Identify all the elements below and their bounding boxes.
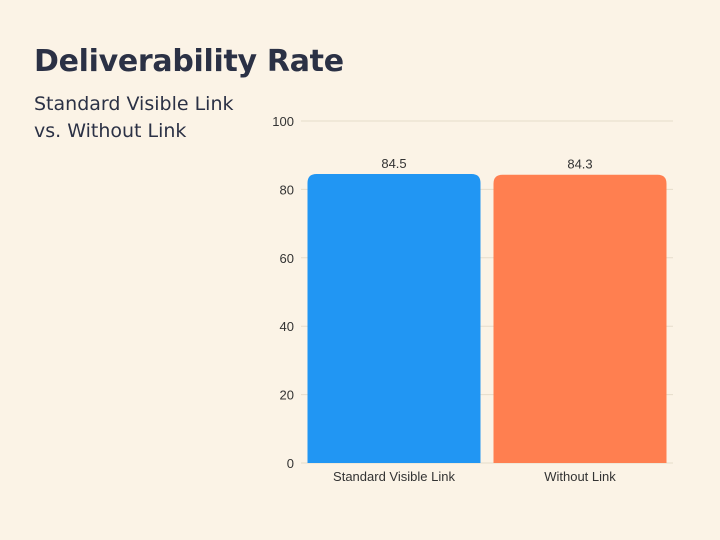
y-tick-label-100: 100 — [272, 114, 294, 129]
value-label-2: 84.3 — [567, 157, 592, 172]
y-axis-ticks: 0 20 40 60 80 100 — [272, 114, 294, 471]
chart-subtitle-line-1: Standard Visible Link — [34, 93, 234, 115]
chart-subtitle: Standard Visible Link vs. Without Link — [34, 91, 274, 145]
bar-2 — [493, 174, 667, 463]
bars — [307, 174, 667, 463]
value-label-1: 84.5 — [381, 156, 406, 171]
x-axis-ticks: Standard Visible Link Without Link — [333, 469, 616, 484]
y-tick-label-20: 20 — [280, 388, 294, 403]
value-labels: 84.5 84.3 — [381, 156, 592, 172]
y-tick-label-80: 80 — [280, 182, 294, 197]
bar-1 — [307, 174, 481, 463]
x-tick-label-1: Standard Visible Link — [333, 469, 455, 484]
y-tick-label-0: 0 — [287, 456, 294, 471]
chart-subtitle-line-2: vs. Without Link — [34, 120, 187, 142]
y-tick-label-60: 60 — [280, 251, 294, 266]
y-tick-label-40: 40 — [280, 319, 294, 334]
x-tick-label-2: Without Link — [544, 469, 616, 484]
chart-title: Deliverability Rate — [34, 44, 344, 79]
